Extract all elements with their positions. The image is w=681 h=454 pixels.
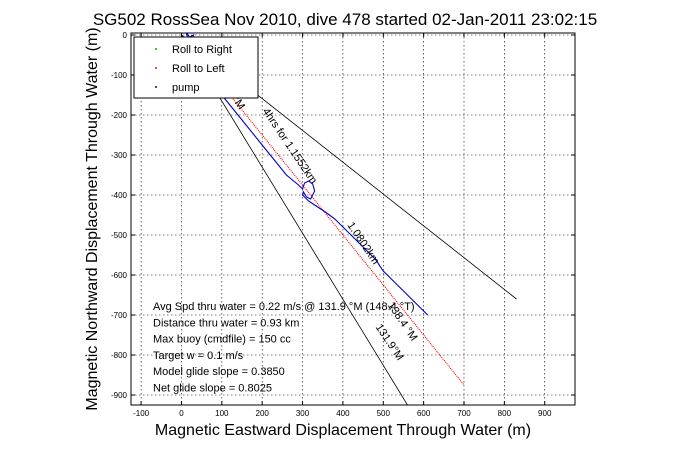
legend-label: Roll to Right	[172, 44, 232, 56]
chart-title: SG502 RossSea Nov 2010, dive 478 started…	[93, 10, 597, 29]
legend: Roll to Right Roll to Left pump	[133, 36, 259, 99]
stat-line: Max buoy (cmdfile) = 150 cc	[153, 334, 291, 346]
legend-marker	[155, 67, 157, 69]
x-tick-label: 700	[457, 409, 471, 418]
x-tick-label: 500	[377, 409, 391, 418]
y-axis-ticks: 0 -100 -200 -300 -400 -500 -600 -700 -800 -900	[111, 31, 575, 400]
dive-stats: Avg Spd thru water = 0.22 m/s @ 131.9 °M…	[153, 301, 415, 395]
x-axis-label: Magnetic Eastward Displacement Through W…	[155, 422, 531, 439]
stat-line: Net glide slope = 0.8025	[153, 383, 272, 395]
x-axis-ticks: -100 0 100 200 300 400 500 600 700 800 900	[133, 33, 552, 418]
x-tick-label: 900	[538, 409, 552, 418]
legend-label: pump	[172, 82, 200, 94]
x-tick-label: 300	[296, 409, 310, 418]
stat-line: Distance thru water = 0.93 km	[153, 317, 299, 329]
x-tick-label: 800	[498, 409, 512, 418]
y-tick-label: -300	[111, 151, 128, 160]
legend-marker	[155, 48, 157, 50]
y-tick-label: 0	[123, 31, 128, 40]
stat-line: Model glide slope = 0.3850	[153, 366, 285, 378]
x-tick-label: 0	[179, 409, 184, 418]
y-tick-label: -500	[111, 231, 128, 240]
y-tick-label: -900	[111, 391, 128, 400]
legend-marker	[155, 86, 157, 88]
stat-line: Target w = 0.1 m/s	[153, 350, 244, 362]
y-tick-label: -800	[111, 351, 128, 360]
stat-line: Avg Spd thru water = 0.22 m/s @ 131.9 °M…	[153, 301, 415, 313]
y-tick-label: -600	[111, 271, 128, 280]
x-tick-label: 400	[336, 409, 350, 418]
y-tick-label: -700	[111, 311, 128, 320]
x-tick-label: 200	[256, 409, 270, 418]
y-axis-label: Magnetic Northward Displacement Through …	[84, 27, 101, 410]
x-tick-label: -100	[133, 409, 150, 418]
x-tick-label: 100	[215, 409, 229, 418]
y-tick-label: -100	[111, 71, 128, 80]
y-tick-label: -400	[111, 191, 128, 200]
y-tick-label: -200	[111, 111, 128, 120]
x-tick-label: 600	[417, 409, 431, 418]
legend-label: Roll to Left	[172, 63, 225, 75]
